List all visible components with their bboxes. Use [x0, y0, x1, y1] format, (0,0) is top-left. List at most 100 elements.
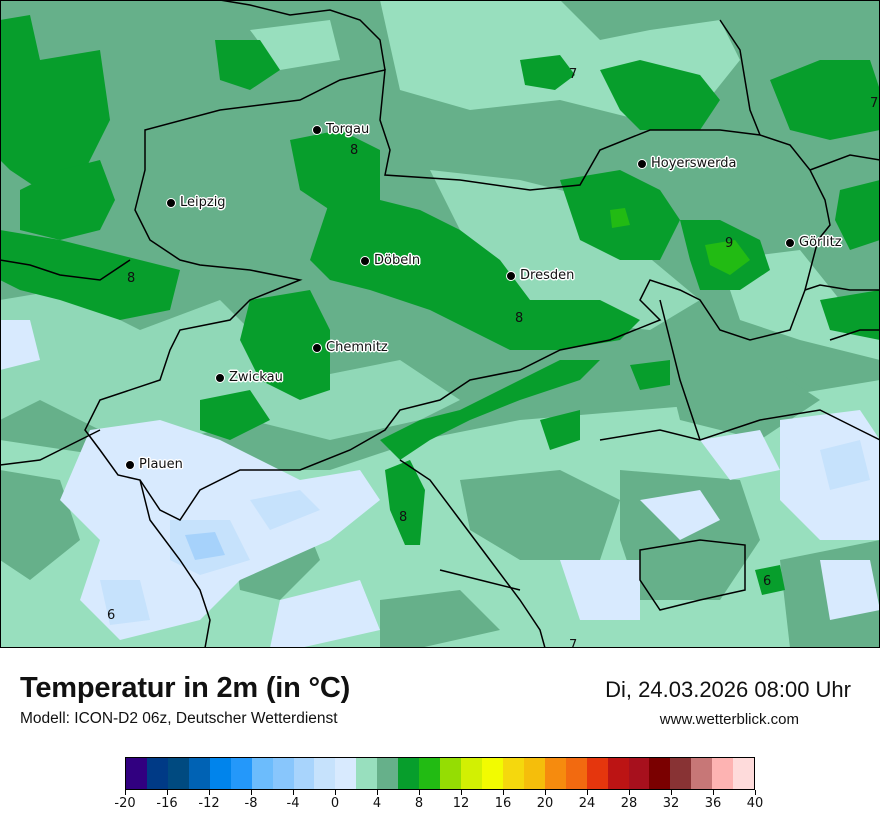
- legend-tick-mark: [502, 790, 504, 795]
- city-label: Dresden: [520, 268, 575, 283]
- temperature-value-label: 7: [569, 638, 578, 648]
- legend-tick-label: 28: [620, 796, 638, 811]
- legend-tick-mark: [628, 790, 630, 795]
- legend-tick-mark: [208, 790, 210, 795]
- legend-tick-label: -8: [244, 796, 258, 811]
- city-label: Hoyerswerda: [651, 156, 737, 171]
- legend-color-segment: [461, 758, 482, 789]
- legend-color-segment: [649, 758, 671, 789]
- legend-color-segment: [314, 758, 336, 789]
- temperature-value-label: 8: [515, 311, 524, 326]
- legend-tick-mark: [334, 790, 336, 795]
- temperature-value-label: 6: [107, 608, 116, 623]
- legend-tick-mark: [418, 790, 420, 795]
- city-dot-icon: [637, 158, 647, 169]
- legend-color-segment: [607, 758, 629, 789]
- legend-tick-mark: [544, 790, 546, 795]
- legend-tick-label: 0: [330, 796, 340, 811]
- city-label: Zwickau: [229, 370, 283, 385]
- city-dot-icon: [312, 124, 322, 135]
- legend-color-segment: [251, 758, 273, 789]
- legend-color-segment: [544, 758, 566, 789]
- temperature-value-label: 8: [127, 271, 136, 286]
- city-marker-torgau: Torgau: [312, 122, 369, 137]
- city-dot-icon: [125, 459, 135, 470]
- legend-tick-label: 20: [536, 796, 554, 811]
- legend-color-segment: [126, 758, 147, 789]
- city-marker-chemnitz: Chemnitz: [312, 340, 388, 355]
- legend-color-segment: [586, 758, 608, 789]
- legend-color-segment: [209, 758, 231, 789]
- legend-color-segment: [167, 758, 189, 789]
- legend-color-segment: [628, 758, 650, 789]
- legend-tick-label: 12: [452, 796, 470, 811]
- temperature-value-label: 8: [399, 510, 408, 525]
- city-label: Chemnitz: [326, 340, 388, 355]
- city-marker-hoyerswerda: Hoyerswerda: [637, 156, 737, 171]
- legend-color-segment: [146, 758, 168, 789]
- city-marker-leipzig: Leipzig: [166, 195, 226, 210]
- color-scale-legend: [125, 757, 755, 790]
- legend-color-segment: [670, 758, 692, 789]
- legend-color-segment: [356, 758, 378, 789]
- city-label: Torgau: [326, 122, 370, 137]
- legend-color-segment: [523, 758, 545, 789]
- model-info: Modell: ICON-D2 06z, Deutscher Wetterdie…: [20, 710, 338, 727]
- city-dot-icon: [506, 270, 516, 281]
- city-dot-icon: [312, 342, 322, 353]
- legend-color-segment: [398, 758, 420, 789]
- legend-tick-label: 8: [414, 796, 424, 811]
- legend-color-segment: [188, 758, 210, 789]
- temperature-value-label: 9: [725, 236, 734, 251]
- website-link[interactable]: www.wetterblick.com: [659, 711, 799, 728]
- legend-tick-mark: [586, 790, 588, 795]
- city-marker-zwickau: Zwickau: [215, 370, 283, 385]
- legend-tick-label: 32: [662, 796, 680, 811]
- legend-tick-mark: [166, 790, 168, 795]
- legend-color-segment: [733, 758, 755, 789]
- legend-tick-label: 36: [704, 796, 722, 811]
- legend-tick-label: -12: [198, 796, 220, 811]
- legend-color-segment: [272, 758, 294, 789]
- city-label: Plauen: [139, 457, 183, 472]
- legend-color-segment: [440, 758, 461, 789]
- legend-tick-mark: [376, 790, 378, 795]
- legend-tick-mark: [460, 790, 462, 795]
- forecast-datetime: Di, 24.03.2026 08:00 Uhr: [605, 677, 851, 702]
- legend-color-segment: [377, 758, 399, 789]
- legend-tick-label: -4: [286, 796, 300, 811]
- city-marker-goerlitz: Görlitz: [785, 235, 842, 250]
- color-scale-ticks: -20 -16 -12 -8 -4 0 4 8 12 16 20 24 28 32 36 40: [114, 790, 763, 820]
- legend-tick-mark: [670, 790, 672, 795]
- temperature-value-label: 8: [350, 143, 359, 158]
- legend-tick-mark: [292, 790, 294, 795]
- legend-color-segment: [293, 758, 315, 789]
- legend-tick-label: 24: [578, 796, 596, 811]
- legend-tick-mark: [712, 790, 714, 795]
- city-dot-icon: [166, 197, 176, 208]
- city-dot-icon: [360, 255, 370, 266]
- city-dot-icon: [785, 237, 795, 248]
- legend-color-segment: [335, 758, 357, 789]
- legend-color-segment: [502, 758, 524, 789]
- legend-tick-label: 4: [372, 796, 382, 811]
- city-dot-icon: [215, 372, 225, 383]
- legend-color-segment: [691, 758, 713, 789]
- city-marker-dresden: Dresden: [506, 268, 574, 283]
- legend-color-segment: [565, 758, 587, 789]
- legend-tick-mark: [124, 790, 126, 795]
- city-label: Leipzig: [180, 195, 226, 210]
- legend-color-segment: [419, 758, 441, 789]
- temperature-value-label: 7: [870, 96, 879, 111]
- city-label: Döbeln: [374, 253, 421, 268]
- legend-color-segment: [712, 758, 734, 789]
- temperature-map: Torgau Leipzig Hoyerswerda Görlitz Döbel…: [0, 0, 880, 648]
- legend-tick-label: 16: [494, 796, 512, 811]
- legend-color-segment: [481, 758, 503, 789]
- city-marker-doebeln: Döbeln: [360, 253, 420, 268]
- legend-tick-mark: [250, 790, 252, 795]
- legend-tick-label: -16: [156, 796, 178, 811]
- temperature-value-label: 6: [763, 574, 772, 589]
- legend-color-segment: [230, 758, 252, 789]
- map-canvas: [0, 0, 880, 647]
